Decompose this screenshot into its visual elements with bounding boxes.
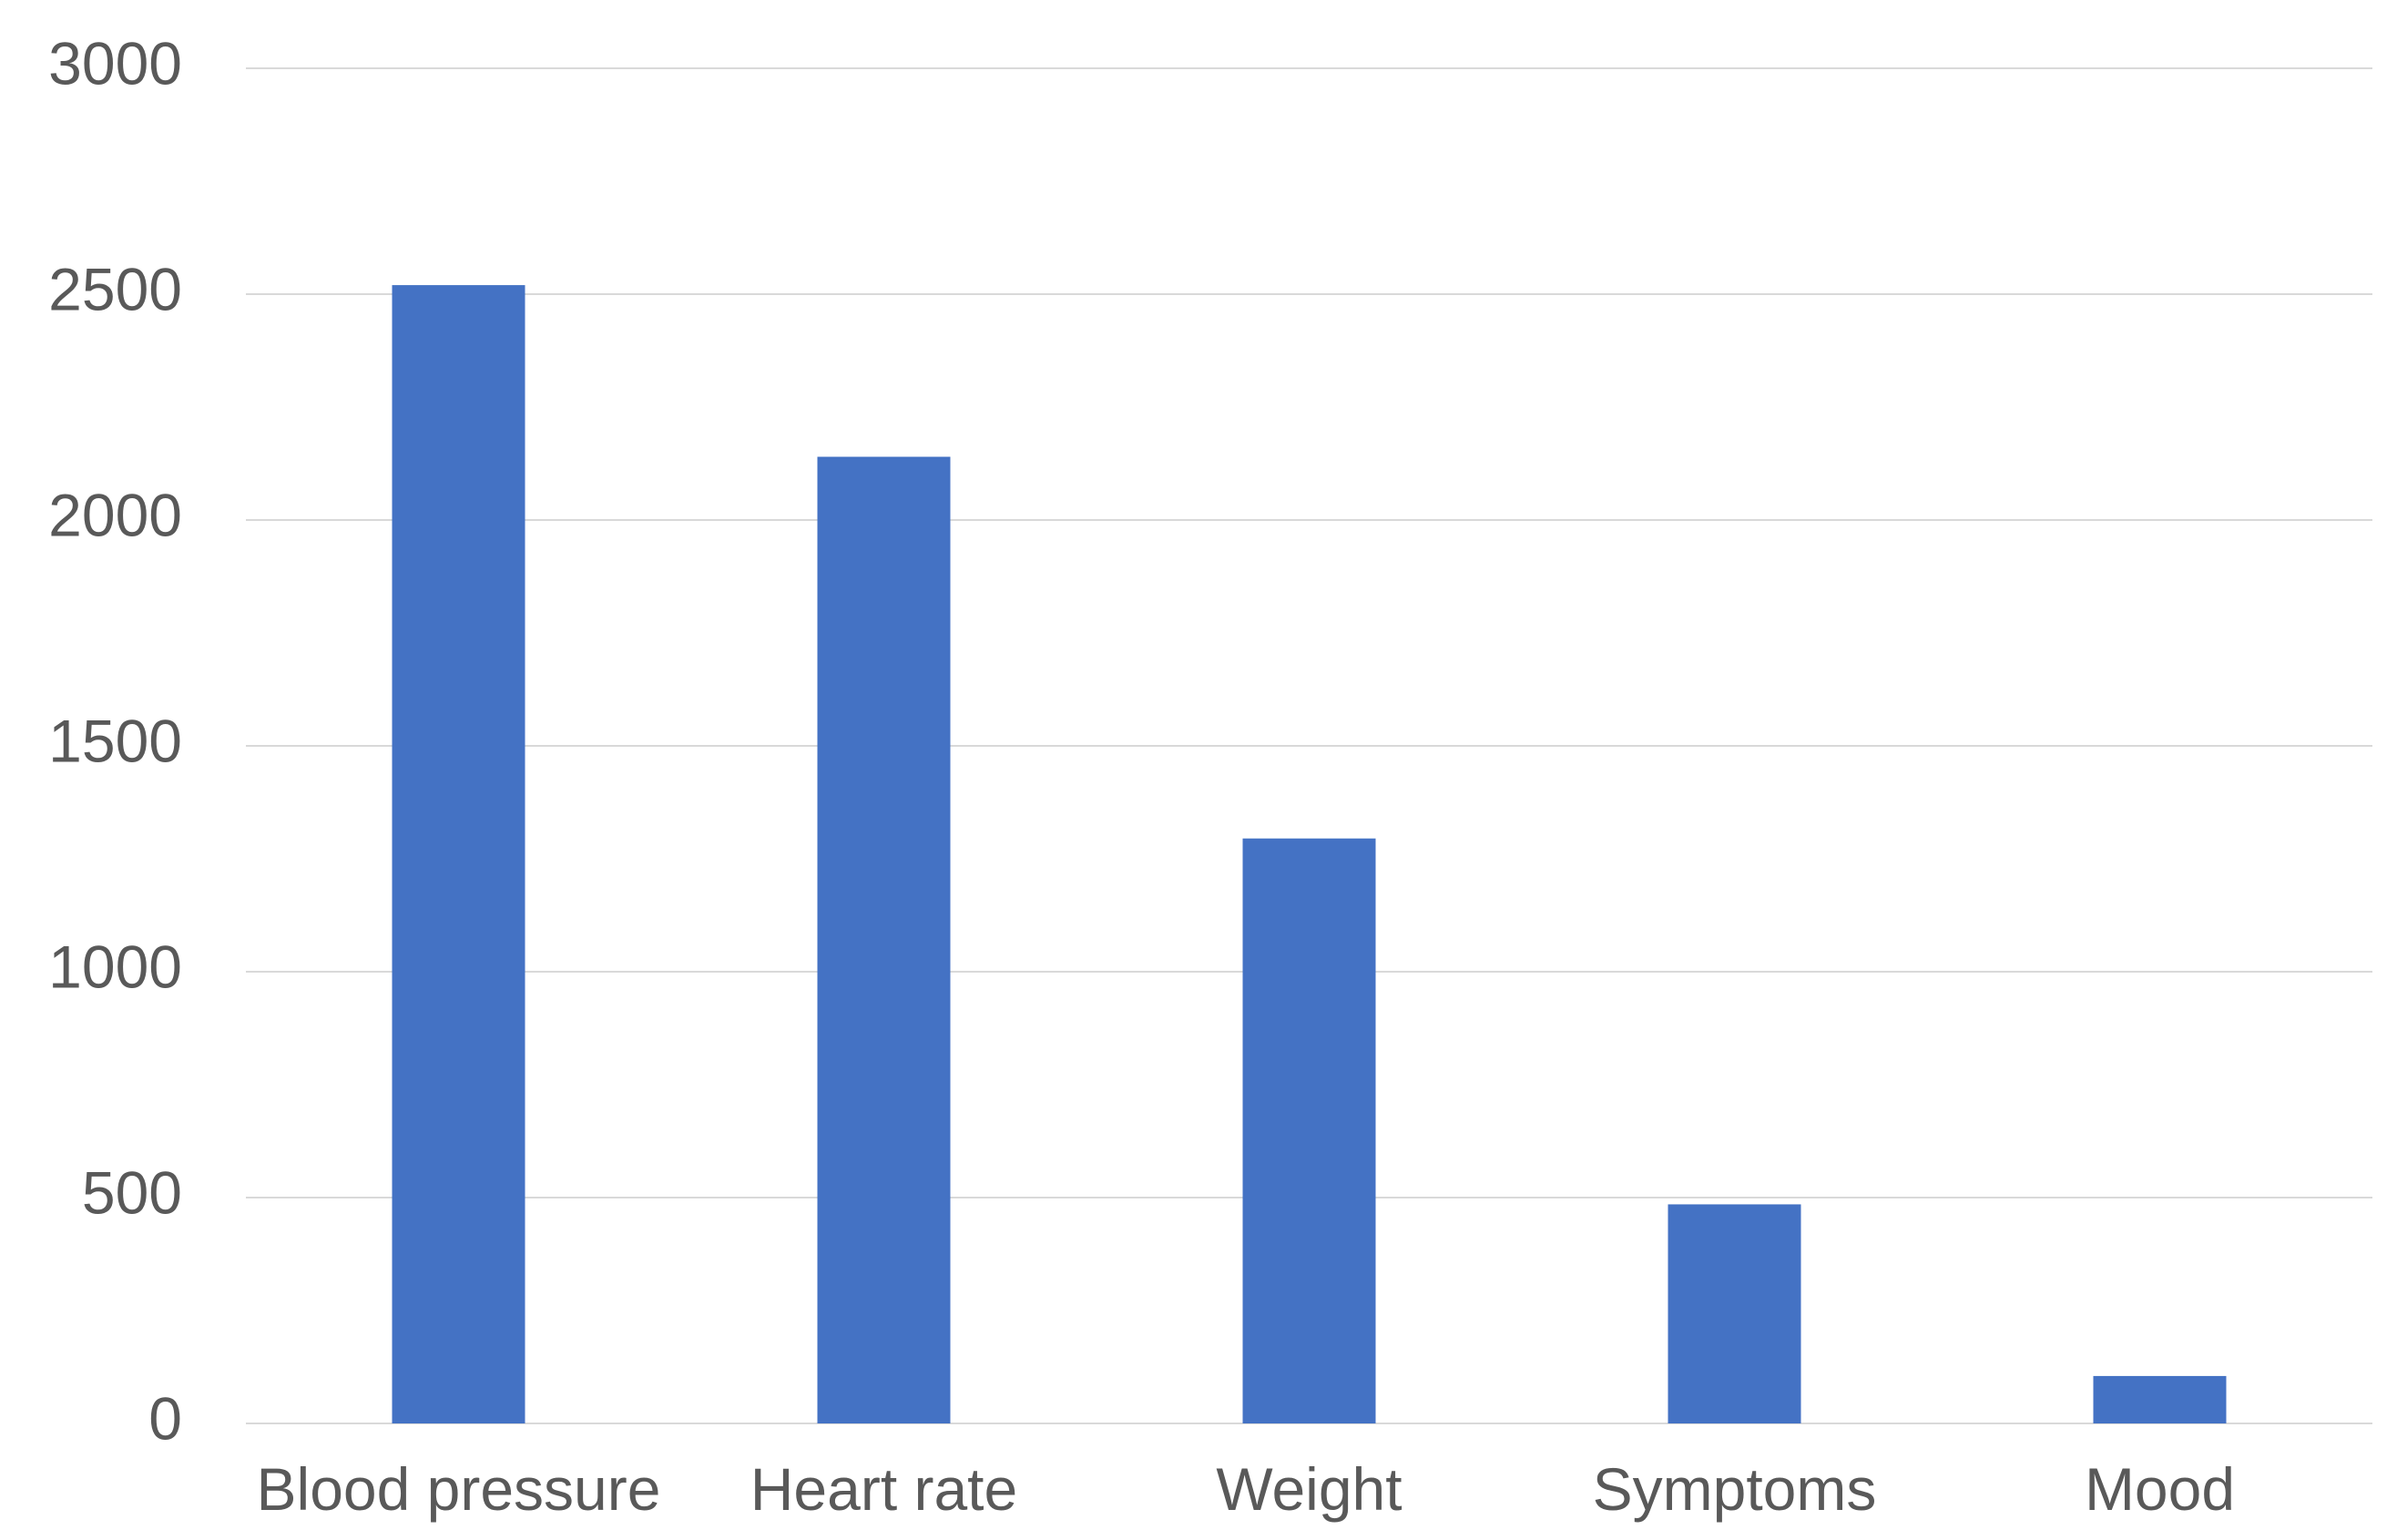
x-category-label: Blood pressure bbox=[257, 1455, 661, 1523]
y-tick-label: 0 bbox=[148, 1384, 182, 1452]
x-category-label: Weight bbox=[1216, 1455, 1402, 1523]
x-axis-category-labels: Blood pressure Heart rate Weight Symptoms Mo… bbox=[257, 1455, 2236, 1523]
x-category-label: Symptoms bbox=[1593, 1455, 1877, 1523]
bar-weight bbox=[1242, 838, 1376, 1423]
y-tick-label: 2000 bbox=[48, 481, 182, 548]
x-category-label: Heart rate bbox=[750, 1455, 1017, 1523]
y-tick-label: 500 bbox=[82, 1158, 182, 1226]
bar-blood-pressure bbox=[392, 285, 525, 1424]
bar-symptoms bbox=[1668, 1204, 1801, 1423]
y-axis-tick-labels: 0 500 1000 1500 2000 2500 3000 bbox=[48, 29, 182, 1452]
y-tick-label: 1500 bbox=[48, 707, 182, 774]
y-tick-label: 2500 bbox=[48, 255, 182, 322]
bar-mood bbox=[2093, 1375, 2227, 1423]
y-tick-label: 1000 bbox=[48, 933, 182, 1000]
bars bbox=[392, 285, 2227, 1424]
bar-heart-rate bbox=[817, 456, 951, 1423]
x-category-label: Mood bbox=[2085, 1455, 2235, 1523]
y-tick-label: 3000 bbox=[48, 29, 182, 97]
